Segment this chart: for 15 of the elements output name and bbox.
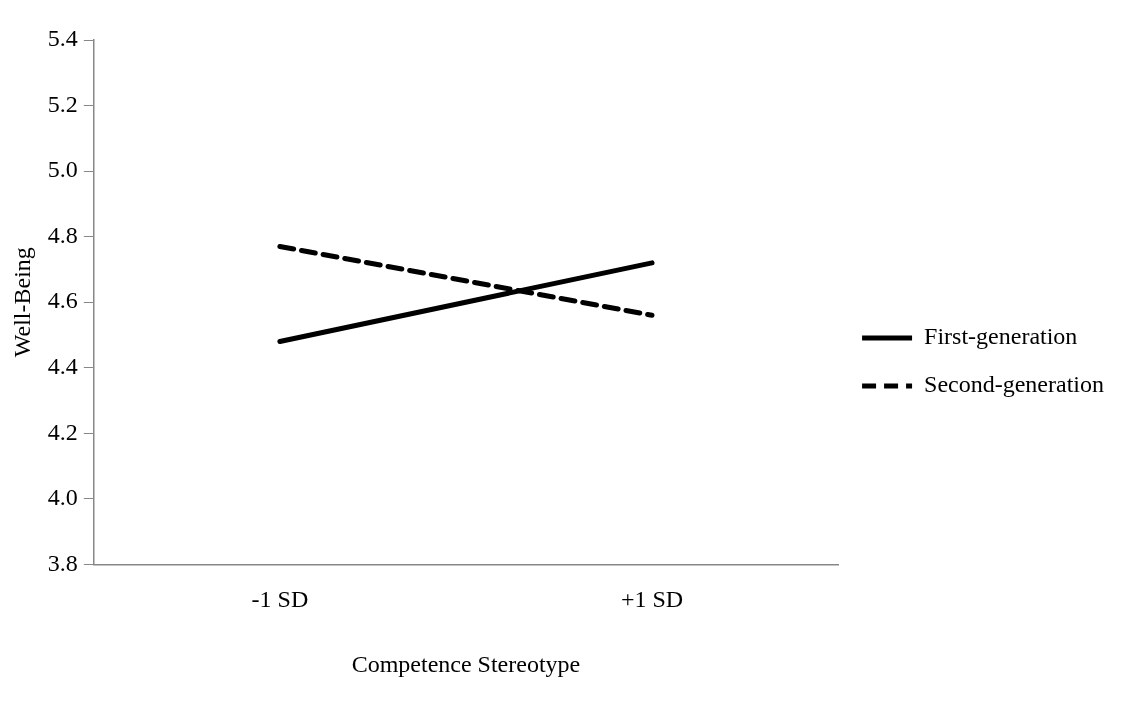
- legend-label: Second-generation: [924, 371, 1105, 398]
- y-tick-label: 4.0: [47, 484, 78, 511]
- y-axis-title: Well-Being: [8, 247, 35, 358]
- y-tick-label: 4.4: [47, 353, 78, 380]
- y-tick-label: 5.4: [47, 25, 78, 52]
- x-axis-title: Competence Stereotype: [351, 650, 581, 677]
- x-tick-label: -1 SD: [251, 586, 309, 613]
- y-tick-label: 5.0: [47, 156, 78, 183]
- y-tick-label: 3.8: [47, 549, 78, 576]
- y-tick-label: 4.8: [47, 221, 78, 248]
- y-tick-label: 4.6: [47, 287, 78, 314]
- y-tick-label: 4.2: [47, 418, 78, 445]
- y-tick-label: 5.2: [47, 90, 78, 117]
- legend-label: First-generation: [924, 323, 1078, 350]
- x-tick-label: +1 SD: [620, 586, 684, 613]
